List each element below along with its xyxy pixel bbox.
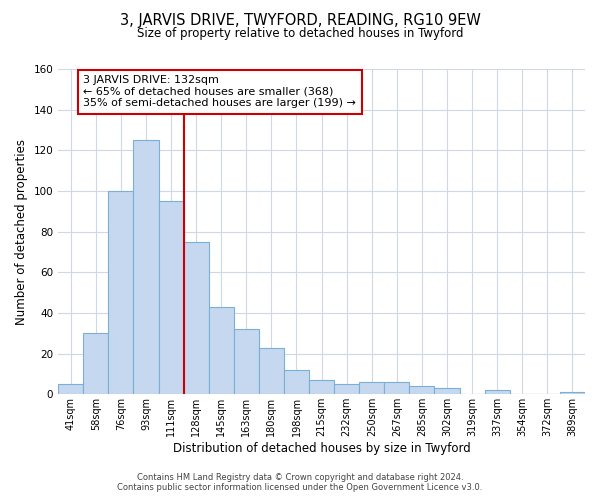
Bar (434, 388, 460, 394)
Bar (234, 329, 259, 394)
Text: Contains HM Land Registry data © Crown copyright and database right 2024.
Contai: Contains HM Land Registry data © Crown c… (118, 473, 482, 492)
Text: Size of property relative to detached houses in Twyford: Size of property relative to detached ho… (137, 28, 463, 40)
Text: 3 JARVIS DRIVE: 132sqm
← 65% of detached houses are smaller (368)
35% of semi-de: 3 JARVIS DRIVE: 132sqm ← 65% of detached… (83, 75, 356, 108)
Bar (109, 191, 133, 394)
Bar (385, 382, 409, 394)
X-axis label: Distribution of detached houses by size in Twyford: Distribution of detached houses by size … (173, 442, 470, 455)
Bar (334, 384, 359, 394)
Bar (158, 201, 184, 394)
Bar (184, 242, 209, 394)
Text: 3, JARVIS DRIVE, TWYFORD, READING, RG10 9EW: 3, JARVIS DRIVE, TWYFORD, READING, RG10 … (119, 12, 481, 28)
Bar (485, 390, 510, 394)
Bar (284, 370, 309, 394)
Bar (359, 382, 385, 394)
Bar (309, 380, 334, 394)
Bar (560, 392, 585, 394)
Y-axis label: Number of detached properties: Number of detached properties (15, 138, 28, 324)
Bar (409, 386, 434, 394)
Bar (83, 334, 109, 394)
Bar (209, 307, 234, 394)
Bar (58, 384, 83, 394)
Bar (259, 348, 284, 395)
Bar (133, 140, 158, 394)
